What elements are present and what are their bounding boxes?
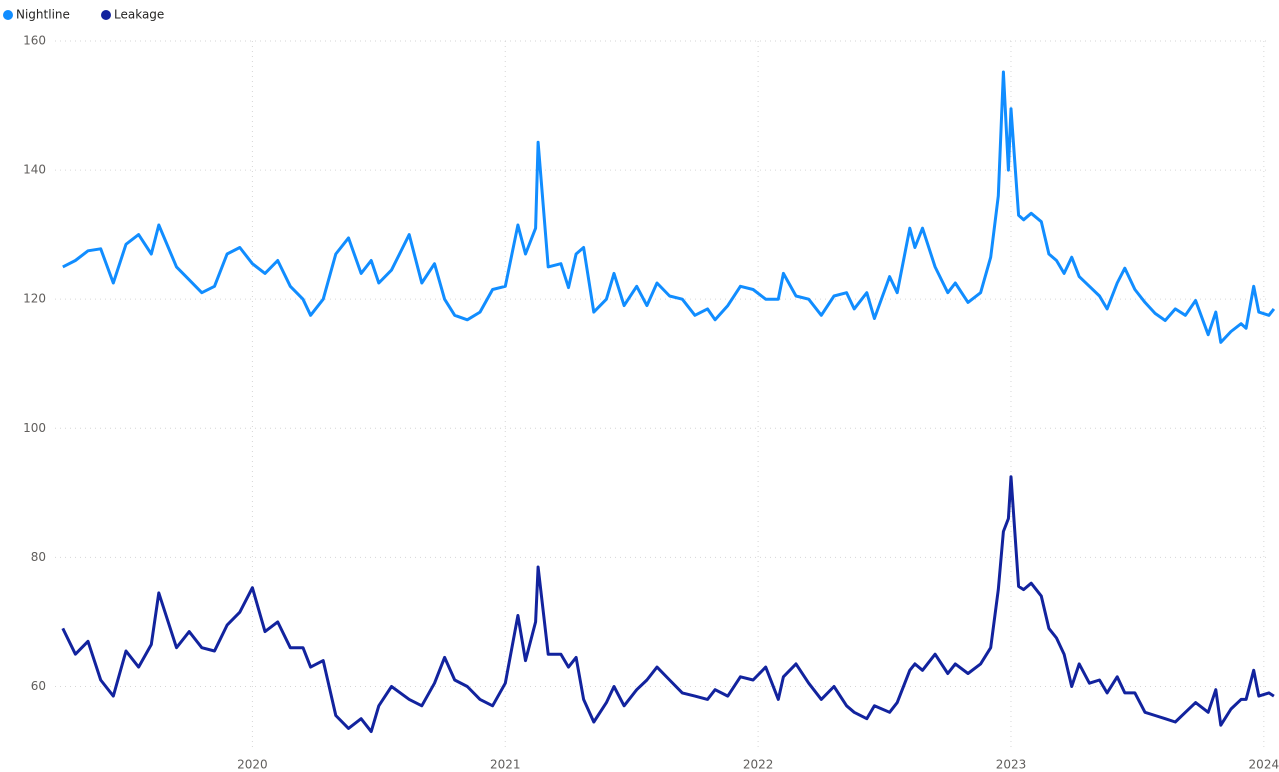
y-tick-label: 140 bbox=[23, 163, 46, 177]
legend: Nightline Leakage bbox=[3, 8, 164, 22]
x-tick-label: 2024 bbox=[1249, 758, 1279, 772]
y-tick-label: 160 bbox=[23, 34, 46, 48]
line-series bbox=[62, 70, 1276, 344]
x-tick-label: 2022 bbox=[743, 758, 774, 772]
legend-label: Nightline bbox=[16, 8, 70, 22]
y-tick-label: 60 bbox=[31, 679, 46, 693]
x-tick-label: 2023 bbox=[996, 758, 1027, 772]
line-series bbox=[61, 475, 1275, 734]
y-tick-label: 80 bbox=[31, 550, 46, 564]
y-tick-label: 120 bbox=[23, 292, 46, 306]
legend-dot bbox=[3, 10, 13, 20]
legend-dot bbox=[101, 10, 111, 20]
x-tick-label: 2021 bbox=[490, 758, 521, 772]
x-tick-label: 2020 bbox=[237, 758, 268, 772]
legend-label: Leakage bbox=[114, 8, 164, 22]
y-tick-label: 100 bbox=[23, 421, 46, 435]
